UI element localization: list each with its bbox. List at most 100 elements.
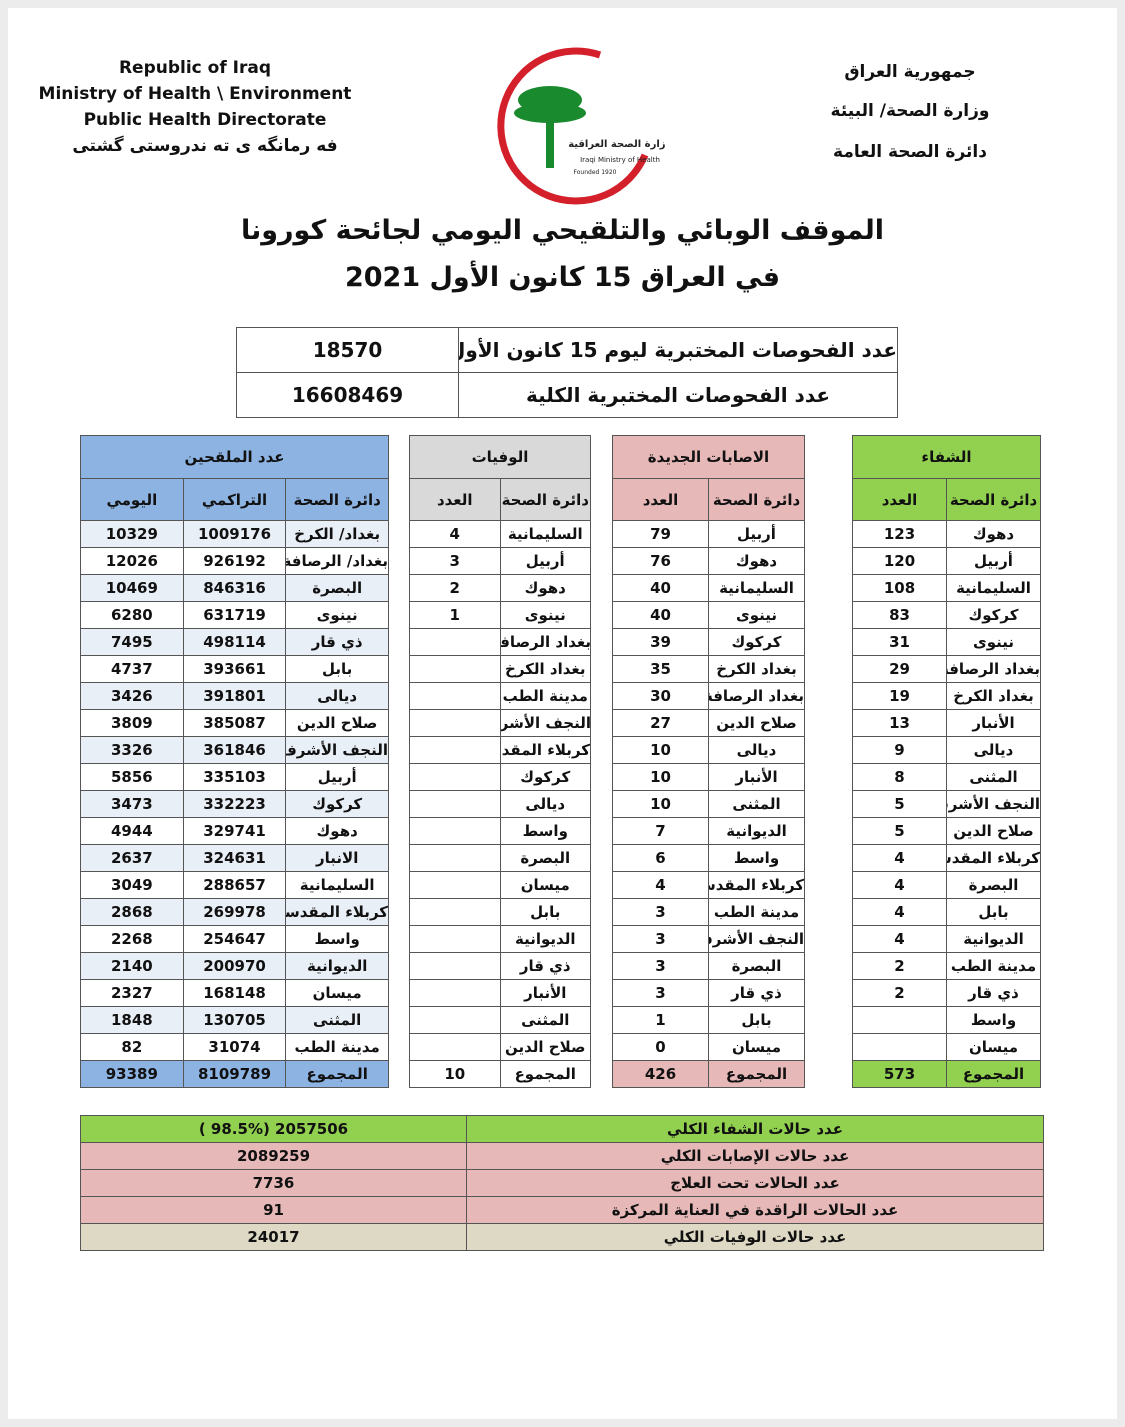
table-row: السليمانية 108 xyxy=(852,574,1041,602)
region-cell: الديوانية xyxy=(708,817,805,845)
count-cell: 6280 xyxy=(80,601,184,629)
table-row: أربيل 120 xyxy=(852,547,1041,575)
table-row: مدينة الطب xyxy=(409,682,591,710)
region-cell: النجف الأشرف xyxy=(708,925,805,953)
count-cell: 2 xyxy=(852,952,947,980)
region-cell: مدينة الطب xyxy=(708,898,805,926)
table-row: الانبار 324631 2637 xyxy=(80,844,389,872)
region-cell: المثنى xyxy=(946,763,1041,791)
region-cell: نينوى xyxy=(499,601,591,629)
count-cell: 130705 xyxy=(182,1006,287,1034)
total-cell: المجموع xyxy=(708,1060,805,1088)
count-cell: 335103 xyxy=(182,763,287,791)
tests-table: عدد الفحوصات المختبرية ليوم 15 كانون الأ… xyxy=(236,327,898,418)
region-cell: كركوك xyxy=(708,628,805,656)
region-cell: بغداد الكرخ xyxy=(708,655,805,683)
count-cell: 2 xyxy=(409,574,501,602)
summary-label: عدد الحالات تحت العلاج xyxy=(466,1169,1044,1197)
summary-row: عدد حالات الإصابات الكلي 2089259 xyxy=(80,1142,1044,1170)
count-cell xyxy=(409,817,501,845)
count-cell: 4 xyxy=(612,871,709,899)
region-cell: بابل xyxy=(708,1006,805,1034)
table-row: واسط 6 xyxy=(612,844,805,872)
table-row: المثنى 8 xyxy=(852,763,1041,791)
count-cell: 3049 xyxy=(80,871,184,899)
region-cell: بغداد الرصافة xyxy=(708,682,805,710)
region-cell: بابل xyxy=(285,655,389,683)
count-cell: 2 xyxy=(852,979,947,1007)
count-cell: 332223 xyxy=(182,790,287,818)
count-cell: 391801 xyxy=(182,682,287,710)
count-cell xyxy=(409,682,501,710)
table-row: الديوانية xyxy=(409,925,591,953)
column-header: العدد xyxy=(409,478,501,521)
count-cell xyxy=(409,790,501,818)
count-cell: 79 xyxy=(612,520,709,548)
table-row: مدينة الطب 2 xyxy=(852,952,1041,980)
region-cell: كركوك xyxy=(499,763,591,791)
region-cell: نينوى xyxy=(946,628,1041,656)
table-row: كربلاء المقدسة4 xyxy=(852,844,1041,872)
count-cell: 2637 xyxy=(80,844,184,872)
table-row: كربلاء المقدسة4 xyxy=(612,871,805,899)
count-cell: 5 xyxy=(852,817,947,845)
count-cell: 4 xyxy=(852,898,947,926)
table-title-row: الوفيات xyxy=(409,435,591,479)
count-cell: 3 xyxy=(612,979,709,1007)
table-row: الأنبار xyxy=(409,979,591,1007)
header-left-line: Ministry of Health \ Environment xyxy=(38,84,352,104)
table-row: ذي قار 3 xyxy=(612,979,805,1007)
count-cell: 3426 xyxy=(80,682,184,710)
column-header: اليومي xyxy=(80,478,184,521)
table-title: الاصابات الجديدة xyxy=(612,435,805,479)
header-left-line: Public Health Directorate xyxy=(83,110,327,130)
count-cell: 631719 xyxy=(182,601,287,629)
column-header: دائرة الصحة xyxy=(708,478,805,521)
region-cell: السليمانية xyxy=(285,871,389,899)
region-cell: المثنى xyxy=(499,1006,591,1034)
summary-table: عدد حالات الشفاء الكلي( 98.5%) 2057506 عد… xyxy=(80,1115,1044,1251)
table-row: كركوك 332223 3473 xyxy=(80,790,389,818)
region-cell: السليمانية xyxy=(708,574,805,602)
region-cell: دهوك xyxy=(499,574,591,602)
region-table: الاصابات الجديدة دائرة الصحة العدد أربيل 79 د… xyxy=(612,435,805,1088)
tests-row: عدد الفحوصات المختبرية ليوم 15 كانون الأ… xyxy=(236,327,898,373)
table-row: ديالى 9 xyxy=(852,736,1041,764)
table-row: أربيل 79 xyxy=(612,520,805,548)
count-cell: 4 xyxy=(852,844,947,872)
table-row: الأنبار 10 xyxy=(612,763,805,791)
count-cell: 29 xyxy=(852,655,947,683)
count-cell: 31074 xyxy=(182,1033,287,1061)
count-cell xyxy=(409,1006,501,1034)
region-cell: صلاح الدين xyxy=(708,709,805,737)
count-cell: 10329 xyxy=(80,520,184,548)
count-cell: 2268 xyxy=(80,925,184,953)
table-row: كركوك 39 xyxy=(612,628,805,656)
count-cell: 9 xyxy=(852,736,947,764)
table-title-row: الشفاء xyxy=(852,435,1041,479)
table-row: صلاح الدين xyxy=(409,1033,591,1061)
count-cell: 40 xyxy=(612,574,709,602)
region-cell: النجف الأشرف xyxy=(285,736,389,764)
total-row: المجموع 10 xyxy=(409,1060,591,1088)
region-cell: بغداد/ الكرخ xyxy=(285,520,389,548)
table-row: بغداد/ الرصافة 926192 12026 xyxy=(80,547,389,575)
count-cell: 120 xyxy=(852,547,947,575)
count-cell: 19 xyxy=(852,682,947,710)
summary-value: 7736 xyxy=(80,1169,467,1197)
column-header: دائرة الصحة xyxy=(499,478,591,521)
column-header-row: دائرة الصحة التراكمي اليومي xyxy=(80,478,389,521)
table-row: مدينة الطب 31074 82 xyxy=(80,1033,389,1061)
count-cell: 4737 xyxy=(80,655,184,683)
table-title: عدد الملقحين xyxy=(80,435,389,479)
table-row: المثنى 130705 1848 xyxy=(80,1006,389,1034)
table-row: ميسان xyxy=(409,871,591,899)
region-cell: البصرة xyxy=(285,574,389,602)
header-right-line: دائرة الصحة العامة xyxy=(833,142,987,162)
table-row: السليمانية 288657 3049 xyxy=(80,871,389,899)
count-cell: 108 xyxy=(852,574,947,602)
region-table: الوفيات دائرة الصحة العدد السليمانية 4 أربيل 3… xyxy=(409,435,591,1088)
count-cell: 3326 xyxy=(80,736,184,764)
count-cell: 329741 xyxy=(182,817,287,845)
count-cell: 39 xyxy=(612,628,709,656)
